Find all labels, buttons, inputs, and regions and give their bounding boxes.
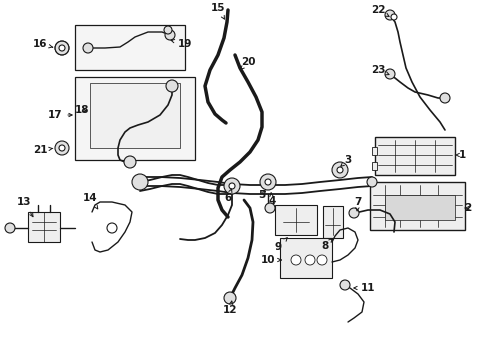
Circle shape [390, 14, 396, 20]
Text: 10: 10 [260, 255, 281, 265]
Text: 15: 15 [210, 3, 225, 19]
Text: 12: 12 [223, 301, 237, 315]
Text: 19: 19 [171, 39, 192, 49]
Circle shape [83, 43, 93, 53]
Circle shape [224, 178, 240, 194]
Circle shape [165, 80, 178, 92]
Circle shape [264, 179, 270, 185]
Text: 21: 21 [33, 145, 53, 155]
Text: 5: 5 [258, 190, 265, 200]
Text: 17: 17 [48, 110, 72, 120]
Circle shape [5, 223, 15, 233]
Circle shape [331, 162, 347, 178]
Text: 18: 18 [75, 105, 89, 115]
Circle shape [366, 177, 376, 187]
Text: 11: 11 [353, 283, 374, 293]
Circle shape [55, 41, 69, 55]
Circle shape [59, 45, 65, 51]
Text: 1: 1 [455, 150, 465, 160]
Text: 23: 23 [370, 65, 388, 75]
Circle shape [164, 30, 175, 40]
Bar [374, 137, 454, 175]
Text: 13: 13 [17, 197, 33, 217]
Bar [75, 25, 184, 70]
Circle shape [163, 26, 172, 34]
Bar [90, 83, 180, 148]
Bar [75, 77, 195, 160]
Circle shape [316, 255, 326, 265]
Circle shape [224, 292, 236, 304]
Circle shape [336, 167, 342, 173]
Circle shape [264, 203, 274, 213]
Text: 3: 3 [340, 155, 351, 166]
Text: 4: 4 [268, 193, 275, 206]
Circle shape [228, 183, 235, 189]
Bar [280, 238, 331, 278]
Bar [384, 195, 454, 220]
Bar [371, 162, 376, 170]
Text: 2: 2 [464, 203, 470, 213]
Circle shape [348, 208, 358, 218]
Circle shape [384, 10, 394, 20]
Circle shape [305, 255, 314, 265]
Circle shape [339, 280, 349, 290]
Circle shape [260, 174, 275, 190]
Text: 7: 7 [354, 197, 361, 211]
Circle shape [59, 145, 65, 151]
Text: 6: 6 [224, 189, 231, 203]
Text: 22: 22 [370, 5, 388, 17]
Bar [371, 147, 376, 155]
Bar [369, 182, 464, 230]
Circle shape [107, 223, 117, 233]
Bar [274, 205, 316, 235]
Circle shape [132, 174, 148, 190]
Text: 8: 8 [321, 239, 331, 251]
Text: 14: 14 [82, 193, 98, 209]
Text: 9: 9 [274, 238, 286, 252]
Circle shape [290, 255, 301, 265]
Circle shape [439, 93, 449, 103]
Circle shape [55, 141, 69, 155]
Circle shape [124, 156, 136, 168]
Circle shape [384, 69, 394, 79]
Bar [28, 212, 60, 242]
Text: 20: 20 [240, 57, 255, 70]
Text: 16: 16 [33, 39, 53, 49]
Bar [323, 206, 342, 238]
